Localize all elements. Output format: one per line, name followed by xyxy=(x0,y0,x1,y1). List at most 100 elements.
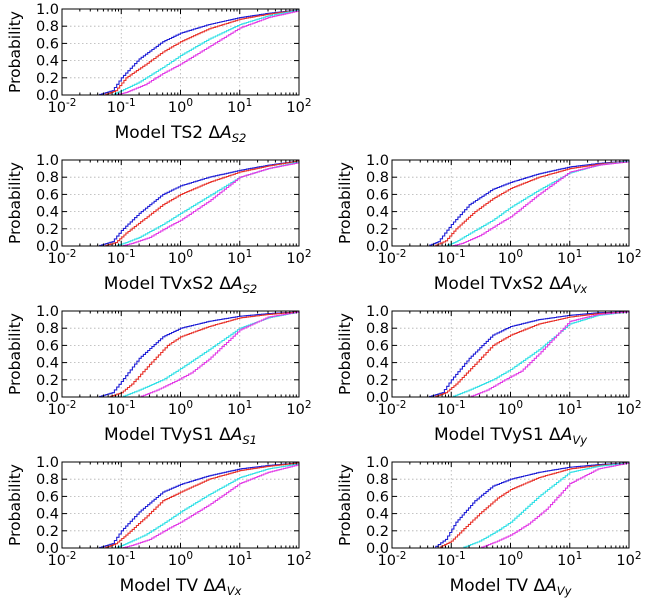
series-line-magenta xyxy=(62,311,300,398)
chart-panel: 10-2 10-1 100 101 1020.00.20.40.60.81.0Proba… xyxy=(336,304,642,447)
x-label-model: Model TVyS1 xyxy=(434,425,549,445)
x-tick-label: 101 xyxy=(227,399,252,418)
x-tick-base: 10 xyxy=(378,251,396,267)
x-label-delta: Δ xyxy=(219,274,231,294)
y-tick-label: 1.0 xyxy=(36,304,59,320)
x-tick-label: 101 xyxy=(227,550,252,569)
x-tick-exponent: 2 xyxy=(305,550,312,562)
x-tick-label: 10-2 xyxy=(378,550,407,569)
x-tick-exponent: 0 xyxy=(186,248,193,260)
x-tick-label: 10-2 xyxy=(378,248,407,267)
x-tick-label: 100 xyxy=(168,97,193,116)
y-tick-label: 0.4 xyxy=(36,205,59,221)
chart-panel: 10-2 10-1 100 101 1020.00.20.40.60.81.0Proba… xyxy=(6,455,312,598)
x-tick-exponent: -1 xyxy=(125,248,135,260)
series-line-blue xyxy=(62,9,300,96)
y-tick-label: 0.4 xyxy=(36,54,59,70)
x-tick-exponent: 1 xyxy=(576,550,583,562)
x-tick-base: 10 xyxy=(168,402,186,418)
y-tick-label: 0.4 xyxy=(366,507,389,523)
x-tick-label: 10-2 xyxy=(48,550,77,569)
x-tick-label: 100 xyxy=(168,399,193,418)
x-tick-label: 102 xyxy=(286,97,311,116)
series-line-red xyxy=(62,462,300,549)
x-tick-base: 10 xyxy=(286,402,304,418)
x-tick-label: 10-1 xyxy=(107,399,136,418)
y-tick-label: 0.6 xyxy=(36,338,59,354)
series-line-blue xyxy=(62,160,300,247)
series-line-blue xyxy=(392,311,629,398)
x-label-variable: A xyxy=(544,576,557,596)
x-tick-base: 10 xyxy=(107,251,125,267)
x-tick-exponent: 1 xyxy=(246,248,253,260)
x-tick-exponent: 2 xyxy=(635,550,642,562)
x-tick-base: 10 xyxy=(437,251,455,267)
y-tick-label: 0.0 xyxy=(36,239,59,255)
y-tick-label: 0.6 xyxy=(36,489,59,505)
x-label-variable: A xyxy=(560,425,573,445)
x-tick-base: 10 xyxy=(48,100,66,116)
x-label-subscript: S2 xyxy=(243,282,258,296)
x-tick-base: 10 xyxy=(557,251,575,267)
x-tick-base: 10 xyxy=(168,100,186,116)
x-tick-exponent: 0 xyxy=(186,550,193,562)
x-tick-exponent: -2 xyxy=(66,550,76,562)
y-tick-label: 0.4 xyxy=(366,205,389,221)
y-tick-label: 1.0 xyxy=(366,455,389,471)
y-tick-label: 0.6 xyxy=(366,187,389,203)
y-tick-label: 0.8 xyxy=(366,170,389,186)
x-tick-base: 10 xyxy=(48,553,66,569)
series-line-cyan xyxy=(392,462,630,549)
y-tick-label: 0.8 xyxy=(36,19,59,35)
y-tick-label: 0.8 xyxy=(366,472,389,488)
series-line-cyan xyxy=(392,311,630,398)
x-label-delta: Δ xyxy=(219,425,231,445)
x-label-delta: Δ xyxy=(533,576,545,596)
y-tick-label: 1.0 xyxy=(366,153,389,169)
x-tick-label: 10-1 xyxy=(437,399,466,418)
x-tick-base: 10 xyxy=(286,553,304,569)
y-tick-label: 0.2 xyxy=(36,222,59,238)
x-tick-base: 10 xyxy=(48,251,66,267)
y-tick-label: 0.2 xyxy=(36,524,59,540)
x-axis-label: Model TVyS1 ΔAS1 xyxy=(104,425,257,447)
x-tick-base: 10 xyxy=(107,402,125,418)
x-label-model: Model TVyS1 xyxy=(104,425,219,445)
x-tick-exponent: 2 xyxy=(635,399,642,411)
series-line-red xyxy=(392,462,630,549)
y-tick-label: 0.0 xyxy=(36,541,59,557)
series-line-red xyxy=(392,311,630,398)
x-tick-label: 10-1 xyxy=(107,248,136,267)
x-tick-label: 10-2 xyxy=(378,399,407,418)
x-tick-label: 100 xyxy=(168,248,193,267)
x-tick-label: 102 xyxy=(616,399,641,418)
y-tick-label: 1.0 xyxy=(36,153,59,169)
x-tick-label: 100 xyxy=(168,550,193,569)
x-tick-base: 10 xyxy=(48,402,66,418)
x-tick-base: 10 xyxy=(168,553,186,569)
x-tick-exponent: 0 xyxy=(186,399,193,411)
x-tick-base: 10 xyxy=(227,553,245,569)
y-axis-label: Probability xyxy=(6,162,24,244)
x-label-model: Model TVxS2 xyxy=(104,274,220,294)
x-tick-label: 100 xyxy=(498,248,523,267)
x-axis-label: Model TV ΔAVx xyxy=(120,576,242,598)
x-tick-base: 10 xyxy=(227,402,245,418)
y-axis-label: Probability xyxy=(6,11,24,93)
x-axis-label: Model TVyS1 ΔAVy xyxy=(434,425,587,447)
x-axis-label: Model TS2 ΔAS2 xyxy=(115,123,247,145)
x-label-subscript: Vy xyxy=(572,433,587,447)
y-axis-label: Probability xyxy=(6,313,24,395)
x-tick-label: 101 xyxy=(557,399,582,418)
series-line-magenta xyxy=(392,311,630,398)
series-line-blue xyxy=(62,462,300,549)
y-tick-label: 0.6 xyxy=(36,36,59,52)
x-label-model: Model TVxS2 xyxy=(434,274,550,294)
y-tick-label: 0.8 xyxy=(36,472,59,488)
x-tick-base: 10 xyxy=(557,402,575,418)
x-label-subscript: Vy xyxy=(557,584,572,598)
y-tick-label: 0.0 xyxy=(36,390,59,406)
x-tick-base: 10 xyxy=(227,251,245,267)
x-tick-exponent: -2 xyxy=(66,97,76,109)
